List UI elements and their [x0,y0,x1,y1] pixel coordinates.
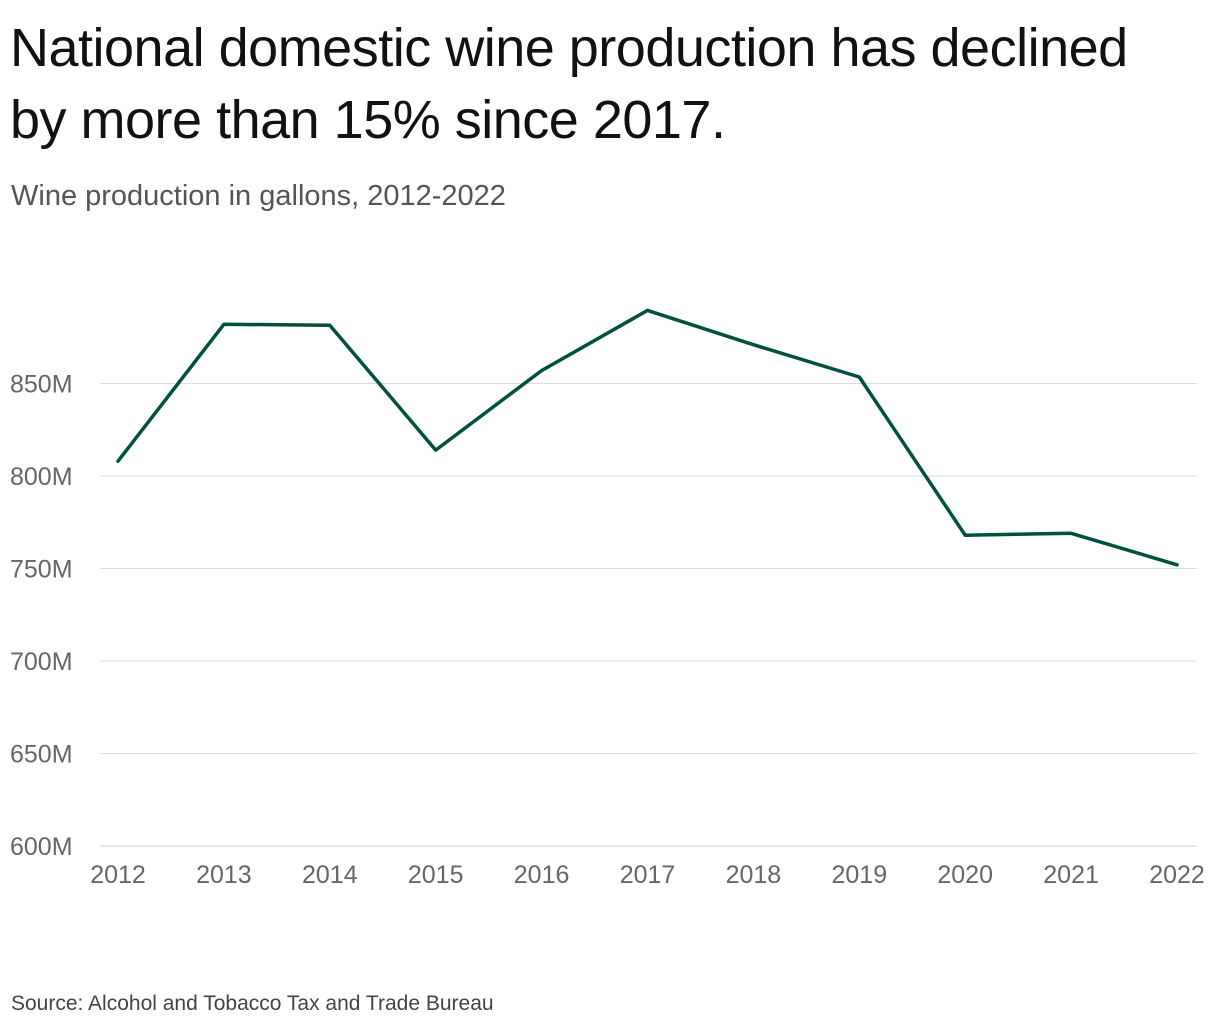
x-tick-label: 2018 [726,861,782,889]
chart-subtitle: Wine production in gallons, 2012-2022 [11,180,506,212]
series-lines [116,308,1179,567]
series-line [116,308,1179,567]
gridlines [100,383,1197,847]
x-tick-label: 2016 [514,861,570,889]
x-tick-label: 2017 [620,861,676,889]
x-tick-label: 2015 [408,861,464,889]
chart-title: National domestic wine production has de… [10,18,1128,150]
x-axis-tick-labels: 2012 2013 2014 2015 2016 2017 2018 2019 2020 2021… [90,861,1205,889]
x-tick-label: 2020 [937,861,993,889]
x-tick-label: 2014 [302,861,358,889]
x-tick-label: 2012 [90,861,146,889]
y-tick-label: 650M [10,741,73,769]
x-tick-label: 2013 [196,861,252,889]
y-tick-label: 600M [10,833,73,861]
x-tick-label: 2021 [1043,861,1099,889]
y-tick-label: 700M [10,648,73,676]
y-axis-tick-labels: 600M 650M 700M 750M 800M 850M [10,371,73,862]
source-note: Source: Alcohol and Tobacco Tax and Trad… [11,992,494,1015]
x-tick-label: 2022 [1149,861,1205,889]
y-tick-label: 850M [10,371,73,399]
y-tick-label: 750M [10,556,73,584]
y-tick-label: 800M [10,463,73,491]
x-tick-label: 2019 [831,861,887,889]
